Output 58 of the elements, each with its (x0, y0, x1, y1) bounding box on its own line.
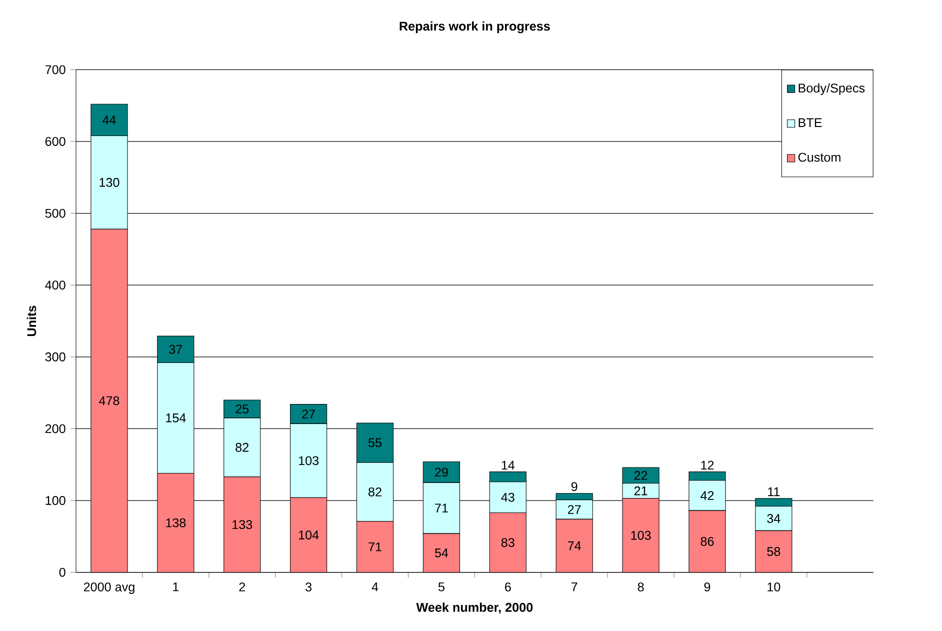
data-label: 82 (236, 442, 249, 452)
data-label: 58 (767, 547, 780, 556)
y-tick-label: 200 (45, 424, 66, 434)
y-axis-title: Units (26, 306, 36, 336)
data-label: 138 (166, 518, 186, 528)
data-label: 14 (502, 460, 515, 470)
x-axis-title: Week number, 2000 (416, 602, 533, 614)
data-label: 82 (368, 487, 382, 496)
data-label: 83 (501, 538, 514, 547)
y-tick-label: 600 (45, 137, 66, 146)
data-label: 86 (700, 536, 714, 546)
data-label: 27 (302, 410, 315, 418)
chart-title: Repairs work in progress (400, 21, 550, 34)
data-label: 478 (98, 396, 120, 406)
data-label: 9 (571, 482, 578, 492)
data-label: 54 (434, 548, 448, 558)
x-tick-label: 10 (768, 582, 780, 592)
legend-label: BTE (798, 118, 822, 127)
x-tick-label: 2 (239, 582, 245, 592)
data-label: 154 (166, 414, 186, 422)
data-label: 12 (701, 460, 714, 470)
data-label: 21 (634, 486, 648, 496)
y-tick-label: 500 (45, 208, 66, 218)
x-tick-label: 2000 avg (84, 582, 134, 594)
data-label: 130 (100, 178, 120, 187)
x-tick-label: 7 (571, 582, 578, 592)
y-tick-label: 400 (45, 280, 66, 290)
data-label: 25 (236, 404, 249, 414)
x-tick-label: 1 (173, 582, 179, 592)
y-tick-label: 0 (59, 568, 66, 577)
data-label: 44 (102, 116, 116, 124)
data-label: 103 (298, 456, 319, 466)
data-label: 71 (368, 542, 382, 552)
x-tick-label: 6 (505, 582, 511, 592)
data-label: 22 (634, 470, 648, 480)
data-label: 103 (631, 530, 651, 540)
y-tick-label: 700 (45, 65, 66, 74)
x-tick-label: 9 (704, 582, 710, 592)
y-tick-label: 100 (46, 496, 66, 505)
x-tick-label: 4 (372, 582, 378, 592)
data-label: 43 (501, 492, 514, 502)
x-tick-label: 3 (306, 582, 312, 592)
data-label: 74 (568, 541, 581, 550)
x-tick-label: 5 (438, 582, 444, 592)
data-label: 133 (232, 520, 252, 530)
x-tick-label: 8 (638, 582, 644, 592)
data-label: 71 (435, 504, 448, 512)
legend-label: Custom (798, 152, 840, 162)
legend-label: Body/Specs (798, 83, 865, 96)
data-label: 27 (568, 505, 581, 514)
data-label: 11 (768, 487, 780, 496)
data-label: 34 (767, 514, 780, 523)
y-tick-label: 300 (45, 352, 66, 362)
data-label: 37 (169, 344, 182, 354)
data-label: 42 (700, 491, 714, 500)
data-label: 29 (435, 468, 448, 477)
data-label: 104 (298, 530, 319, 540)
data-label: 55 (368, 438, 382, 448)
